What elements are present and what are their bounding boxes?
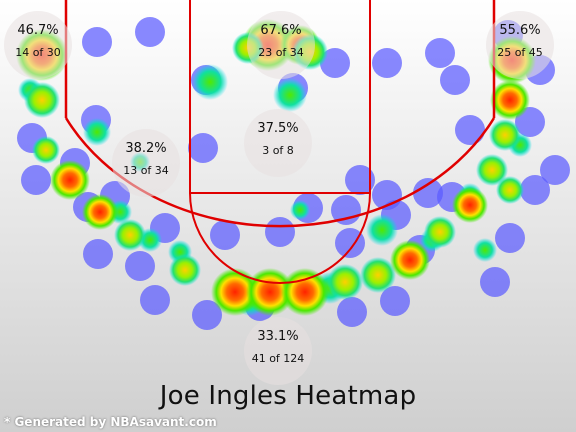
cold-spot (125, 251, 155, 281)
mid-spot (366, 214, 398, 246)
zone-percent: 55.6% (499, 23, 540, 38)
zone-percent: 46.7% (17, 23, 58, 38)
cold-spot (372, 48, 402, 78)
cold-spot (140, 285, 170, 315)
mid-spot (192, 64, 228, 100)
credit-text: * Generated by NBAsavant.com (4, 415, 217, 429)
zone-percent: 67.6% (260, 23, 301, 38)
hot-spot (390, 240, 430, 280)
chart-title: Joe Ingles Heatmap (159, 381, 417, 411)
cold-spot (21, 165, 51, 195)
cold-spot (440, 65, 470, 95)
zone-count: 14 of 30 (15, 46, 61, 59)
mid-spot (473, 238, 497, 262)
cold-spot (540, 155, 570, 185)
hot-spot (50, 160, 90, 200)
mid-spot (273, 78, 307, 112)
zone-count: 3 of 8 (262, 144, 294, 157)
hot-spot (82, 194, 118, 230)
cold-spot (345, 165, 375, 195)
hot-spot (114, 219, 146, 251)
zone-bubble (4, 11, 72, 79)
hot-spot (281, 268, 329, 316)
zone-bubble (244, 109, 312, 177)
hot-spot (360, 257, 396, 293)
hot-spot (489, 119, 521, 151)
zone-bubble (247, 11, 315, 79)
hot-spot (496, 176, 524, 204)
cold-spot (82, 27, 112, 57)
cold-spot (210, 220, 240, 250)
hot-spot (211, 268, 259, 316)
cold-spot (520, 175, 550, 205)
mid-spot (290, 200, 310, 220)
zone-count: 25 of 45 (497, 46, 543, 59)
zone-bubble (486, 11, 554, 79)
hot-spot (424, 216, 456, 248)
cold-spot (83, 239, 113, 269)
zone-labels: 46.7% 14 of 30 67.6% 23 of 34 55.6% 25 of 45 3… (4, 11, 554, 385)
cold-spot (188, 133, 218, 163)
cold-spot (192, 300, 222, 330)
zone-count: 13 of 34 (123, 164, 169, 177)
cold-spot (495, 223, 525, 253)
cold-spot (480, 267, 510, 297)
cold-spot (455, 115, 485, 145)
hot-spot (490, 80, 530, 120)
zone-bubble (244, 317, 312, 385)
cold-spot (413, 178, 443, 208)
hot-spot (24, 82, 60, 118)
zone-percent: 38.2% (125, 141, 166, 156)
cold-spot (425, 38, 455, 68)
hot-spot (452, 187, 488, 223)
hot-spot (327, 264, 363, 300)
hot-spot (32, 136, 60, 164)
cold-spot (380, 286, 410, 316)
hot-spot (476, 154, 508, 186)
mid-spot (83, 118, 111, 146)
zone-bubble (112, 129, 180, 197)
zone-percent: 37.5% (257, 121, 298, 136)
cold-spot (335, 228, 365, 258)
cold-spot (337, 297, 367, 327)
paint-lane (189, 0, 371, 194)
free-throw-circle (189, 192, 371, 284)
zone-percent: 33.1% (257, 329, 298, 344)
cold-spot (135, 17, 165, 47)
cold-spot (265, 217, 295, 247)
zone-count: 41 of 124 (252, 352, 305, 365)
zone-count: 23 of 34 (258, 46, 304, 59)
hot-spot (169, 254, 201, 286)
